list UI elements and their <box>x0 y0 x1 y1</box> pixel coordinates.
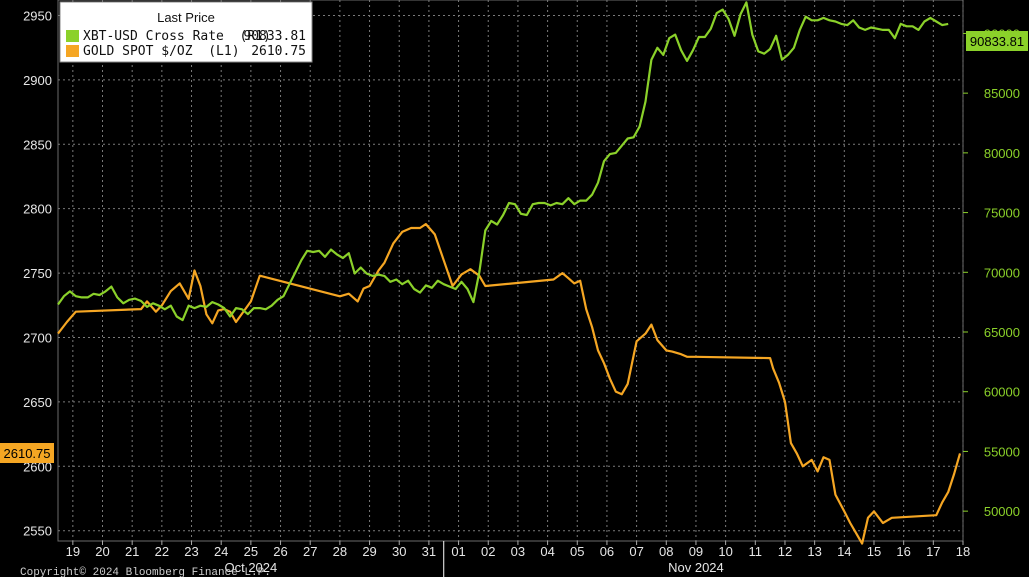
right-tick-label: 65000 <box>984 325 1020 340</box>
left-tick-label: 2800 <box>23 202 52 217</box>
xbt-series <box>57 1 949 322</box>
plot-area <box>57 0 964 542</box>
right-axis-ticks: 50000 55000 60000 65000 70000 75000 80000 85000… <box>963 26 1020 519</box>
x-tick-label: 15 <box>867 544 881 559</box>
badge-right-text: 90833.81 <box>970 34 1024 49</box>
legend-value-xbt: 90833.81 <box>243 29 306 44</box>
left-tick-label: 2900 <box>23 73 52 88</box>
month-label: Nov 2024 <box>668 560 724 575</box>
x-tick-label: 10 <box>718 544 732 559</box>
x-tick-label: 14 <box>837 544 851 559</box>
x-tick-label: 21 <box>125 544 139 559</box>
legend-label-xbt: XBT-USD Cross Rate (R1) <box>83 29 271 44</box>
x-tick-label: 30 <box>392 544 406 559</box>
legend-title: Last Price <box>157 10 215 25</box>
legend-swatch-xbt <box>66 30 79 42</box>
right-tick-label: 80000 <box>984 146 1020 161</box>
left-tick-label: 2600 <box>23 459 52 474</box>
xbt-line <box>57 1 949 322</box>
x-tick-label: 07 <box>629 544 643 559</box>
x-tick-label: 05 <box>570 544 584 559</box>
footer-copyright: Copyright© 2024 Bloomberg Finance L.P. <box>20 567 271 577</box>
x-tick-label: 09 <box>689 544 703 559</box>
left-axis-ticks: 2550 2600 2650 2700 2750 2800 2850 2900 2950 <box>23 8 52 538</box>
right-tick-label: 75000 <box>984 206 1020 221</box>
right-tick-label: 50000 <box>984 504 1020 519</box>
x-tick-label: 31 <box>422 544 436 559</box>
x-tick-label: 11 <box>749 544 763 559</box>
x-axis-ticks: 19 20 21 22 23 24 25 26 27 28 29 30 31 01 02 03 04 05 06 07… <box>66 541 970 559</box>
right-tick-label: 55000 <box>984 444 1020 459</box>
x-tick-label: 22 <box>155 544 169 559</box>
x-tick-label: 04 <box>540 544 554 559</box>
legend: Last Price XBT-USD Cross Rate (R1) 90833… <box>59 1 313 63</box>
x-tick-label: 08 <box>659 544 673 559</box>
x-tick-label: 29 <box>362 544 376 559</box>
x-tick-label: 13 <box>807 544 821 559</box>
x-tick-label: 23 <box>184 544 198 559</box>
legend-value-gold: 2610.75 <box>251 44 306 59</box>
last-value-badge-right: 90833.81 <box>966 31 1028 51</box>
x-tick-label: 17 <box>926 544 940 559</box>
month-labels: Oct 2024 Nov 2024 <box>224 560 723 575</box>
legend-swatch-gold <box>66 45 79 57</box>
x-tick-label: 01 <box>451 544 465 559</box>
last-value-badge-left: 2610.75 <box>0 443 54 463</box>
left-tick-label: 2850 <box>23 137 52 152</box>
grid-lines <box>58 0 964 541</box>
x-tick-label: 24 <box>214 544 228 559</box>
left-tick-label: 2750 <box>23 266 52 281</box>
left-tick-label: 2950 <box>23 8 52 23</box>
gold-series <box>57 223 962 545</box>
gold-line <box>57 223 962 545</box>
x-tick-label: 27 <box>303 544 317 559</box>
x-tick-label: 12 <box>778 544 792 559</box>
legend-label-gold: GOLD SPOT $/OZ (L1) <box>83 44 240 59</box>
x-tick-label: 20 <box>95 544 109 559</box>
x-tick-label: 03 <box>511 544 525 559</box>
x-tick-label: 16 <box>896 544 910 559</box>
legend-box <box>59 1 313 63</box>
left-tick-label: 2700 <box>23 330 52 345</box>
left-tick-label: 2550 <box>23 524 52 539</box>
right-tick-label: 70000 <box>984 265 1020 280</box>
x-tick-label: 19 <box>66 544 80 559</box>
x-tick-label: 25 <box>244 544 258 559</box>
x-tick-label: 06 <box>600 544 614 559</box>
badge-left-text: 2610.75 <box>4 446 51 461</box>
x-tick-label: 18 <box>956 544 970 559</box>
x-tick-label: 26 <box>273 544 287 559</box>
right-tick-label: 60000 <box>984 385 1020 400</box>
right-tick-label: 85000 <box>984 86 1020 101</box>
x-tick-label: 02 <box>481 544 495 559</box>
x-tick-label: 28 <box>333 544 347 559</box>
month-label: Oct 2024 <box>224 560 277 575</box>
left-tick-label: 2650 <box>23 395 52 410</box>
